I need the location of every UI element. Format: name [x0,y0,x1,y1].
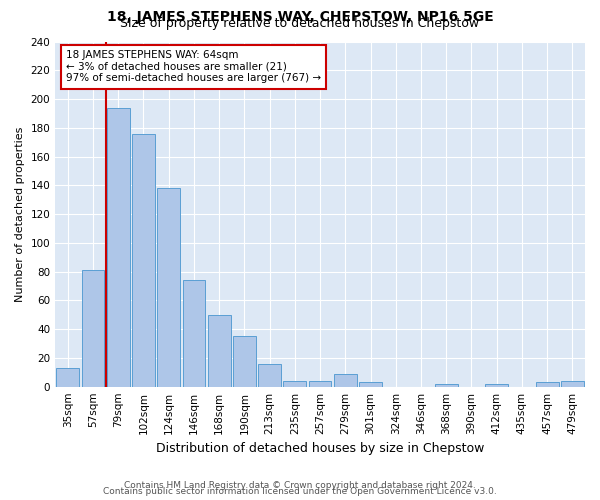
Text: Size of property relative to detached houses in Chepstow: Size of property relative to detached ho… [121,18,479,30]
Bar [435,384,458,386]
Text: 18, JAMES STEPHENS WAY, CHEPSTOW, NP16 5GE: 18, JAMES STEPHENS WAY, CHEPSTOW, NP16 5… [107,10,493,24]
Bar [561,381,584,386]
Bar [132,134,155,386]
Bar [56,368,79,386]
Y-axis label: Number of detached properties: Number of detached properties [15,126,25,302]
Bar [359,382,382,386]
Bar [258,364,281,386]
Bar [485,384,508,386]
Bar [536,382,559,386]
Bar [334,374,356,386]
X-axis label: Distribution of detached houses by size in Chepstow: Distribution of detached houses by size … [156,442,484,455]
Bar [283,381,306,386]
Text: 18 JAMES STEPHENS WAY: 64sqm
← 3% of detached houses are smaller (21)
97% of sem: 18 JAMES STEPHENS WAY: 64sqm ← 3% of det… [66,50,321,84]
Bar [208,315,230,386]
Text: Contains HM Land Registry data © Crown copyright and database right 2024.: Contains HM Land Registry data © Crown c… [124,481,476,490]
Bar [107,108,130,386]
Bar [182,280,205,386]
Bar [157,188,180,386]
Bar [309,381,331,386]
Bar [233,336,256,386]
Text: Contains public sector information licensed under the Open Government Licence v3: Contains public sector information licen… [103,487,497,496]
Bar [82,270,104,386]
